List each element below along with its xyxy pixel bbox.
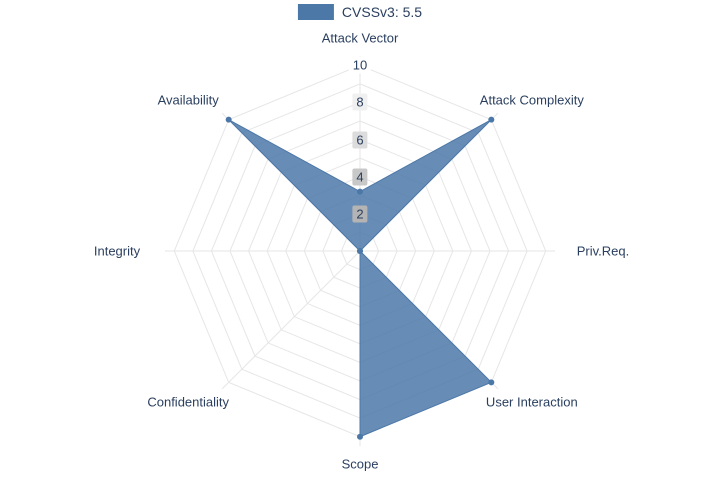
axis-label: Availability: [158, 93, 219, 108]
radar-chart: CVSSv3: 5.5 Attack VectorAttack Complexi…: [0, 0, 720, 504]
tick-label: 8: [352, 94, 367, 111]
axis-label: User Interaction: [486, 394, 578, 409]
axis-label: Confidentiality: [147, 394, 229, 409]
axis-label: Scope: [342, 457, 379, 472]
axis-label: Priv.Req.: [577, 244, 630, 259]
tick-label: 10: [349, 57, 371, 74]
axis-label: Integrity: [94, 244, 140, 259]
tick-label: 2: [352, 205, 367, 222]
tick-label: 4: [352, 168, 367, 185]
axis-label: Attack Vector: [322, 31, 399, 46]
tick-label: 6: [352, 131, 367, 148]
axis-label: Attack Complexity: [480, 93, 584, 108]
